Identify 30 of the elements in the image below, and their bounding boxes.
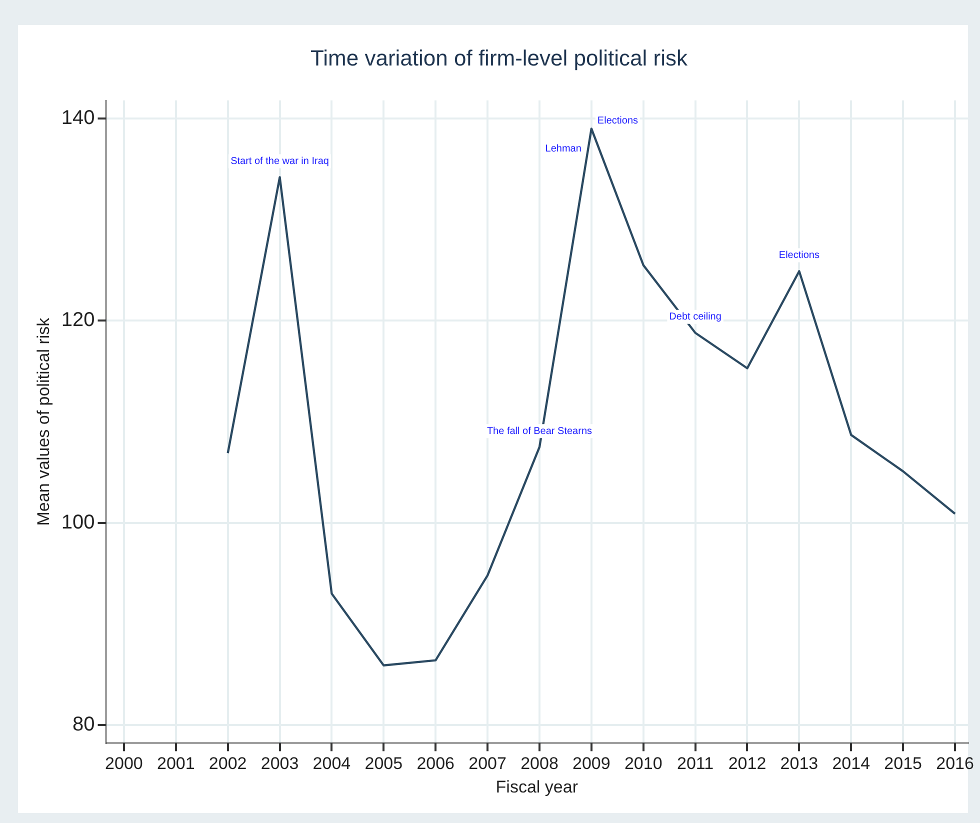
x-tick-label: 2006 (416, 754, 455, 774)
x-tick-label: 2003 (260, 754, 299, 774)
x-tick-label: 2012 (728, 754, 766, 774)
y-tick-label: 140 (61, 107, 95, 130)
x-tick-label: 2010 (624, 754, 662, 774)
x-tick-label: 2014 (832, 754, 870, 774)
annotation: Elections (778, 250, 820, 261)
y-axis-title: Mean values of political risk (34, 317, 53, 526)
x-tick-label: 2000 (105, 754, 143, 774)
x-tick-label: 2001 (156, 754, 195, 774)
x-tick-label: 2009 (572, 754, 610, 774)
x-tick-label: 2008 (520, 754, 558, 774)
annotation: Start of the war in Iraq (230, 156, 329, 167)
x-axis-title: Fiscal year (496, 777, 578, 796)
x-tick-label: 2007 (468, 754, 506, 774)
x-tick-label: 2004 (312, 754, 351, 774)
x-tick-label: 2005 (364, 754, 403, 774)
annotation: Lehman (545, 143, 582, 154)
annotation: Elections (597, 115, 638, 126)
x-tick-label: 2016 (936, 754, 974, 774)
x-tick-label: 2011 (677, 754, 714, 774)
chart-title: Time variation of firm-level political risk (310, 45, 688, 70)
y-tick-label: 100 (61, 511, 95, 534)
x-tick-label: 2002 (208, 754, 247, 774)
x-tick-label: 2015 (884, 754, 922, 774)
y-tick-label: 120 (61, 309, 95, 332)
annotation: Debt ceiling (669, 312, 722, 323)
y-tick-label: 80 (72, 714, 95, 736)
annotation: The fall of Bear Stearns (486, 426, 592, 437)
x-tick-label: 2013 (780, 754, 818, 774)
